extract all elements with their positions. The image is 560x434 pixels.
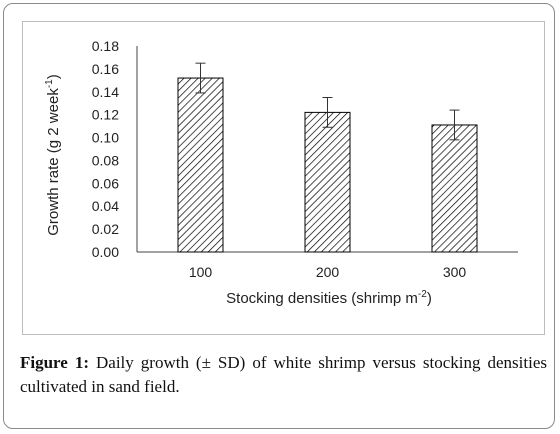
bar [431,124,478,253]
x-tick-label: 200 [316,264,340,280]
caption-label: Figure 1: [20,353,90,372]
y-tick-label: 0.12 [92,107,119,123]
y-tick-label: 0.16 [92,61,119,77]
x-tick-label: 100 [189,264,213,280]
bar [177,77,224,253]
figure-caption: Figure 1: Daily growth (± SD) of white s… [20,351,547,399]
y-tick-label: 0.02 [92,221,119,237]
bar [304,111,351,253]
caption-text: Daily growth (± SD) of white shrimp vers… [20,353,547,396]
x-tick-label: 300 [443,264,467,280]
y-tick-label: 0.08 [92,152,119,168]
y-tick-label: 0.04 [92,198,119,214]
x-axis-label: Stocking densities (shrimp m-2) [226,289,432,307]
y-tick-label: 0.18 [92,38,119,54]
y-tick-label: 0.10 [92,130,119,146]
y-tick-label: 0.14 [92,84,119,100]
y-tick-label: 0.06 [92,175,119,191]
y-tick-label: 0.00 [92,244,119,260]
y-axis-label: Growth rate (g 2 week-1) [44,74,62,235]
